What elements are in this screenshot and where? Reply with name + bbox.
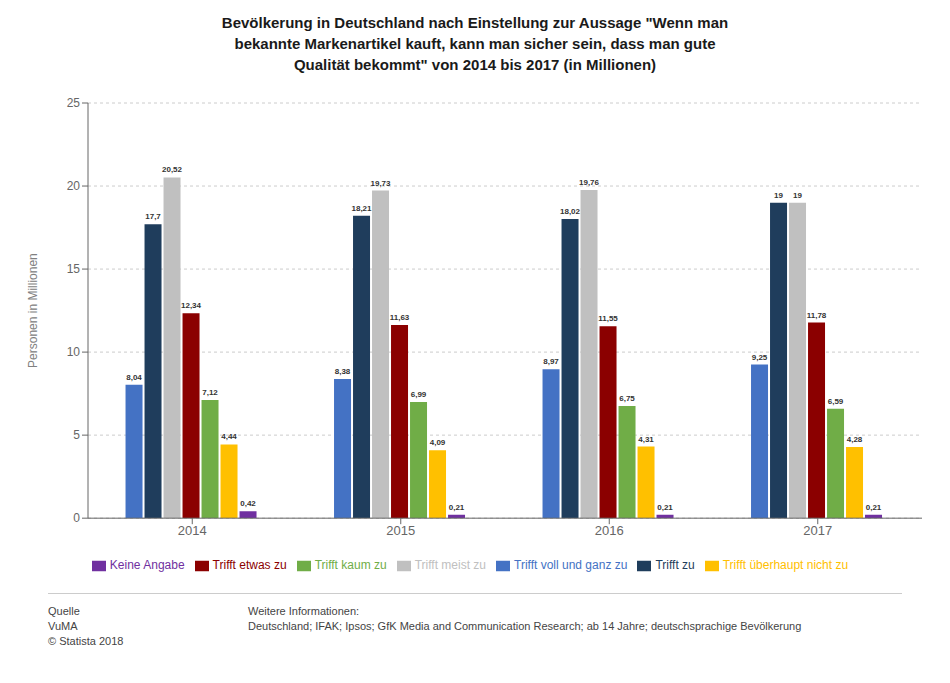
svg-text:2014: 2014 <box>178 523 207 538</box>
svg-text:19: 19 <box>774 191 783 200</box>
html-text:Quelle VuMA © Statista 2018: Quelle VuMA © Statista 2018 <box>48 605 124 647</box>
svg-text:17,7: 17,7 <box>145 212 161 221</box>
svg-text:2015: 2015 <box>386 523 415 538</box>
svg-text:2017: 2017 <box>803 523 832 538</box>
svg-text:2016: 2016 <box>595 523 624 538</box>
svg-text:19,73: 19,73 <box>371 179 392 188</box>
svg-text:0,21: 0,21 <box>657 503 673 512</box>
svg-text:4,09: 4,09 <box>430 438 446 447</box>
html-text:Weitere Informationen: Deutsch: Weitere Informationen: Deutschland; IFAK… <box>248 605 802 632</box>
svg-text:25: 25 <box>67 96 81 110</box>
svg-text:6,75: 6,75 <box>619 394 635 403</box>
html-text:Trifft überhaupt nicht zu: Trifft überhaupt nicht zu <box>722 558 849 573</box>
svg-text:8,38: 8,38 <box>335 367 351 376</box>
svg-text:0,21: 0,21 <box>866 503 882 512</box>
html-text:Trifft zu: Trifft zu <box>655 558 695 573</box>
svg-text:20,52: 20,52 <box>162 165 183 174</box>
svg-text:5: 5 <box>73 428 80 442</box>
html-text:Trifft meist zu: Trifft meist zu <box>414 558 486 573</box>
svg-text:19,76: 19,76 <box>579 178 600 187</box>
svg-text:7,12: 7,12 <box>202 388 218 397</box>
svg-text:4,44: 4,44 <box>221 432 237 441</box>
svg-text:10: 10 <box>67 345 81 359</box>
svg-text:4,31: 4,31 <box>638 435 654 444</box>
svg-text:19: 19 <box>793 191 802 200</box>
html-text:Bevölkerung in Deutschland nac: Bevölkerung in Deutschland nach Einstell… <box>221 14 729 73</box>
svg-text:8,04: 8,04 <box>126 373 142 382</box>
svg-text:18,02: 18,02 <box>560 207 581 216</box>
svg-text:Personen in Millionen: Personen in Millionen <box>26 253 40 368</box>
svg-text:0,42: 0,42 <box>240 499 256 508</box>
svg-text:20: 20 <box>67 179 81 193</box>
svg-text:11,63: 11,63 <box>390 313 410 322</box>
svg-text:12,34: 12,34 <box>181 301 202 310</box>
svg-text:0,21: 0,21 <box>449 503 465 512</box>
svg-text:15: 15 <box>67 262 81 276</box>
svg-text:6,99: 6,99 <box>411 390 427 399</box>
svg-text:6,59: 6,59 <box>828 397 844 406</box>
svg-text:8,97: 8,97 <box>543 357 559 366</box>
html-text:Trifft etwas zu: Trifft etwas zu <box>212 558 287 573</box>
html-text:Keine Angabe: Keine Angabe <box>109 558 185 573</box>
svg-text:0: 0 <box>73 511 80 525</box>
svg-text:11,78: 11,78 <box>807 311 827 320</box>
svg-text:18,21: 18,21 <box>352 204 373 213</box>
svg-text:9,25: 9,25 <box>752 353 768 362</box>
html-text:Trifft voll und ganz zu: Trifft voll und ganz zu <box>514 558 628 573</box>
svg-text:4,28: 4,28 <box>847 435 863 444</box>
svg-text:11,55: 11,55 <box>598 314 618 323</box>
html-text:Trifft kaum zu: Trifft kaum zu <box>314 558 387 573</box>
